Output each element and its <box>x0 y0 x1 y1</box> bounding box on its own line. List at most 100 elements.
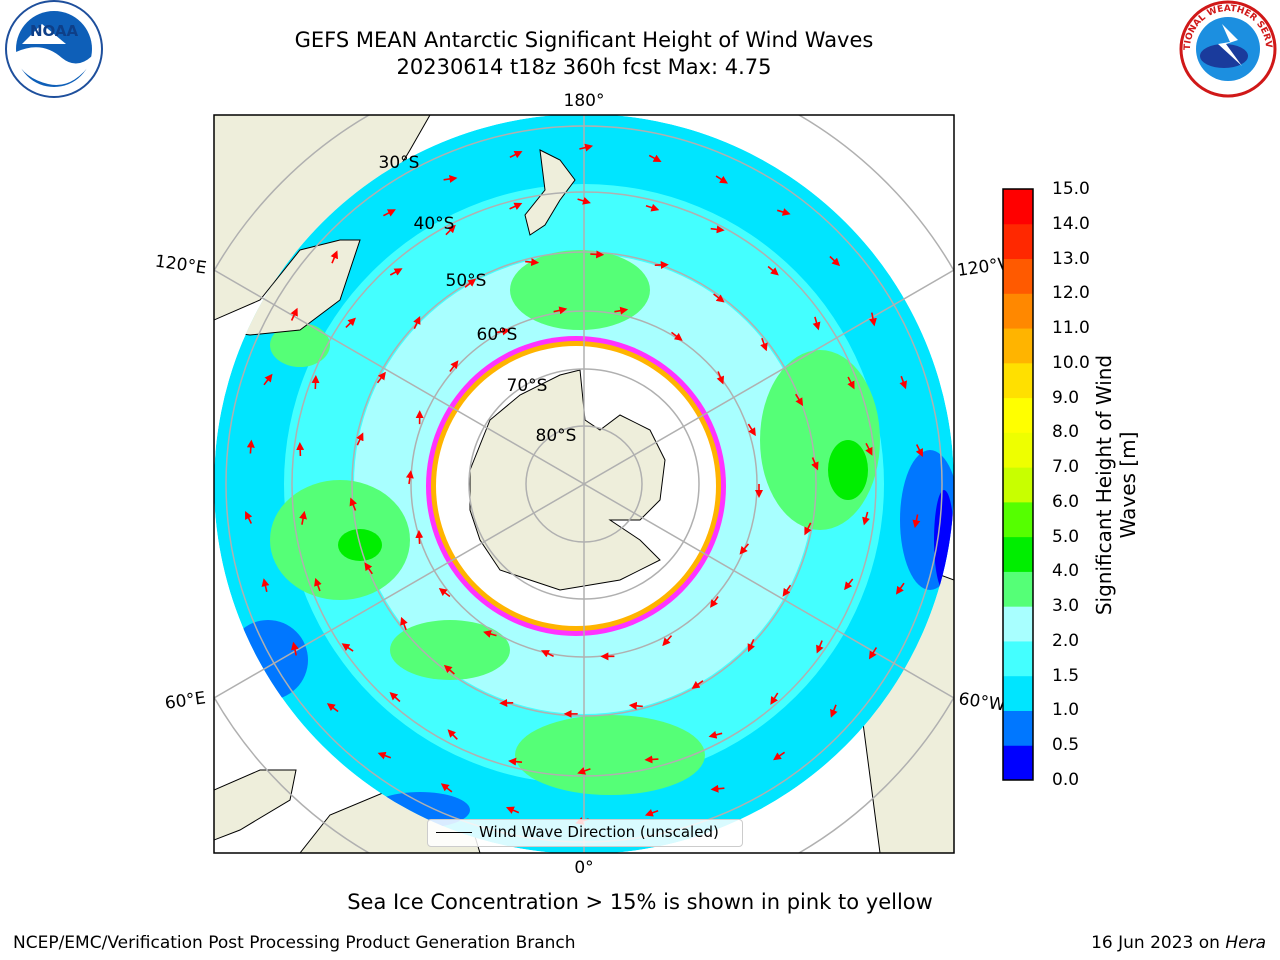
wind-wave-arrow <box>330 250 338 264</box>
wind-wave-arrow <box>795 393 804 407</box>
sea-ice-caption: Sea Ice Concentration > 15% is shown in … <box>347 890 933 914</box>
colorbar-bin <box>1003 432 1033 468</box>
wind-wave-arrow <box>326 703 339 713</box>
wind-wave-arrow <box>577 767 591 775</box>
wind-wave-arrow <box>767 265 779 276</box>
wind-wave-arrow <box>710 225 725 234</box>
colorbar-bin <box>1003 536 1033 572</box>
wind-wave-arrow <box>311 375 320 390</box>
colorbar-bin <box>1003 328 1033 364</box>
noaa-logo-icon: NOAA <box>5 0 103 98</box>
colorbar-tick-label: 15.0 <box>1052 179 1090 199</box>
wind-wave-arrow <box>899 375 907 390</box>
wind-wave-arrow <box>509 202 523 210</box>
lon-label-60w: 60°W <box>957 689 1006 715</box>
wind-wave-arrow <box>804 522 812 536</box>
colorbar-bin <box>1003 606 1033 642</box>
footer-credit: NCEP/EMC/Verification Post Processing Pr… <box>13 933 576 953</box>
wind-wave-arrow <box>830 704 838 718</box>
wind-wave-arrow <box>345 317 356 328</box>
figure-subtitle: 20230614 t18z 360h fcst Max: 4.75 <box>396 55 772 79</box>
lat-label-60s: 60°S <box>477 325 518 345</box>
colorbar-bin <box>1003 467 1033 503</box>
wind-wave-arrow <box>915 444 923 457</box>
wind-wave-arrow <box>483 630 497 638</box>
colorbar-bin <box>1003 745 1033 781</box>
wind-wave-arrow <box>443 174 458 183</box>
colorbar-bin <box>1003 293 1033 329</box>
wind-wave-arrow <box>895 582 905 595</box>
wind-wave-arrow <box>862 511 870 526</box>
wind-wave-arrow <box>739 543 750 555</box>
wind-wave-arrow <box>671 331 683 341</box>
wind-wave-arrow <box>590 250 605 259</box>
wind-wave-arrow <box>644 755 659 764</box>
colorbar-bin <box>1003 189 1033 225</box>
wind-wave-arrow <box>844 578 854 591</box>
wind-wave-arrow <box>773 751 786 761</box>
wind-wave-arrow <box>614 306 629 315</box>
wind-wave-arrow <box>356 432 364 446</box>
wind-wave-arrow <box>829 255 841 267</box>
wind-wave-arrow <box>628 701 643 710</box>
wind-wave-arrow <box>579 143 594 152</box>
colorbar-bin <box>1003 258 1033 294</box>
wind-wave-arrow <box>553 306 568 315</box>
wind-wave-arrow <box>443 664 455 675</box>
wind-wave-arrow <box>645 203 660 212</box>
wind-wave-arrow <box>299 510 307 525</box>
colorbar-tick-label: 1.0 <box>1052 700 1080 721</box>
nws-logo-icon: NATIONAL WEATHER SERVICE <box>1178 0 1277 98</box>
footer-date-text: 16 Jun 2023 on <box>1091 933 1226 953</box>
wind-wave-arrow <box>776 208 791 216</box>
colorbar-tick-label: 9.0 <box>1052 387 1080 408</box>
wind-wave-arrow <box>508 757 523 766</box>
colorbar-tick-label: 11.0 <box>1052 318 1090 339</box>
colorbar-bin <box>1003 223 1033 260</box>
lat-label-80s: 80°S <box>536 426 577 446</box>
wind-wave-arrow <box>710 596 719 608</box>
colorbar-bin <box>1003 571 1033 607</box>
map-frame <box>213 114 955 854</box>
wind-wave-arrow <box>261 578 270 592</box>
wind-wave-arrow <box>496 327 511 336</box>
colorbar-tick-label: 7.0 <box>1052 457 1080 478</box>
wind-wave-arrow <box>691 680 704 689</box>
wind-wave-arrow <box>505 806 520 814</box>
wind-wave-arrow <box>377 751 392 760</box>
colorbar <box>1002 188 1034 781</box>
colorbar-tick-label: 0.0 <box>1052 770 1080 790</box>
colorbar-tick-label: 3.0 <box>1052 596 1080 617</box>
wind-wave-arrow <box>713 293 725 303</box>
wind-wave-arrow <box>509 151 523 159</box>
lon-label-180: 180° <box>564 91 605 111</box>
wind-wave-arrow <box>389 692 401 703</box>
wind-wave-arrow <box>912 514 921 529</box>
colorbar-tick-label: 8.0 <box>1052 422 1080 443</box>
wind-wave-arrow <box>383 209 396 217</box>
wind-wave-arrow <box>464 278 477 288</box>
lat-label-50s: 50°S <box>446 271 487 291</box>
wind-wave-arrow <box>782 584 792 597</box>
wind-wave-arrow <box>648 154 662 163</box>
colorbar-tick-label: 6.0 <box>1052 491 1080 512</box>
colorbar-tick-label: 13.0 <box>1052 248 1090 269</box>
lon-label-120e: 120°E <box>154 252 208 279</box>
colorbar-bin <box>1003 397 1033 433</box>
legend-line-sample <box>436 832 472 833</box>
colorbar-tick-label: 12.0 <box>1052 283 1090 304</box>
wind-wave-arrow <box>341 643 354 652</box>
wind-wave-arrow <box>868 647 878 660</box>
lon-label-60e: 60°E <box>164 688 207 713</box>
wind-wave-arrow <box>449 360 459 372</box>
lat-label-70s: 70°S <box>507 376 548 396</box>
colorbar-bin <box>1003 710 1033 746</box>
wind-wave-arrow <box>540 650 554 658</box>
wind-wave-arrow <box>440 783 453 793</box>
wind-wave-arrow <box>644 808 659 817</box>
wind-wave-arrow <box>438 587 451 598</box>
wind-wave-arrow <box>415 529 424 544</box>
wind-wave-arrow <box>290 307 298 321</box>
colorbar-tick-label: 1.5 <box>1052 665 1080 686</box>
wind-wave-arrow <box>716 371 725 385</box>
